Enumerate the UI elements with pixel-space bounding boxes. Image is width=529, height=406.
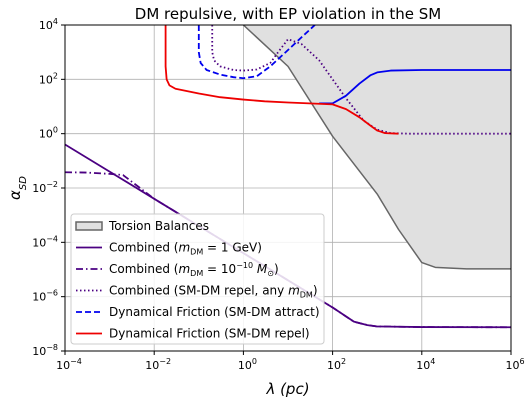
x-tick-label: 104 — [416, 357, 435, 372]
y-tick-label: 100 — [39, 126, 58, 141]
chart-title: DM repulsive, with EP violation in the S… — [135, 5, 441, 23]
legend-label: Combined (mDM = 1 GeV) — [109, 241, 262, 257]
legend-swatch — [75, 221, 103, 231]
y-axis-label: αSD — [6, 176, 29, 200]
legend: Torsion Balances Combined (mDM = 1 GeV) Co… — [70, 213, 325, 345]
x-tick-label: 10−4 — [56, 357, 82, 372]
series-line-6 — [164, 25, 399, 135]
legend-box — [70, 213, 325, 345]
y-tick-label: 10−4 — [32, 234, 58, 249]
series-line-3 — [211, 25, 511, 135]
series-line-4 — [197, 25, 316, 80]
plot-area: 10−4 10−2 100 102 104 106 10−8 10−6 10−4 10−2 100 1… — [32, 17, 524, 372]
y-tick-label: 104 — [39, 17, 58, 32]
y-tick-label: 10−2 — [32, 180, 58, 195]
data-layer — [65, 25, 511, 329]
x-tick-label: 102 — [327, 357, 346, 372]
torsion-balances-region — [243, 25, 511, 269]
series-line-0 — [242, 25, 511, 270]
legend-label: Combined (mDM = 10−10 M⊙) — [109, 261, 279, 278]
series-line-5 — [319, 69, 511, 105]
legend-label: Dynamical Friction (SM-DM attract) — [109, 305, 320, 319]
x-tick-label: 106 — [505, 357, 524, 372]
x-tick-label: 10−2 — [145, 357, 171, 372]
x-axis-label: λ (pc) — [265, 380, 309, 398]
x-tick-label: 100 — [238, 357, 257, 372]
legend-label: Dynamical Friction (SM-DM repel) — [109, 327, 310, 341]
y-tick-label: 102 — [39, 71, 58, 86]
legend-label: Combined (SM-DM repel, any mDM) — [109, 284, 318, 300]
y-tick-label: 10−8 — [32, 343, 58, 358]
y-tick-label: 10−6 — [32, 289, 58, 304]
legend-label: Torsion Balances — [108, 219, 209, 233]
